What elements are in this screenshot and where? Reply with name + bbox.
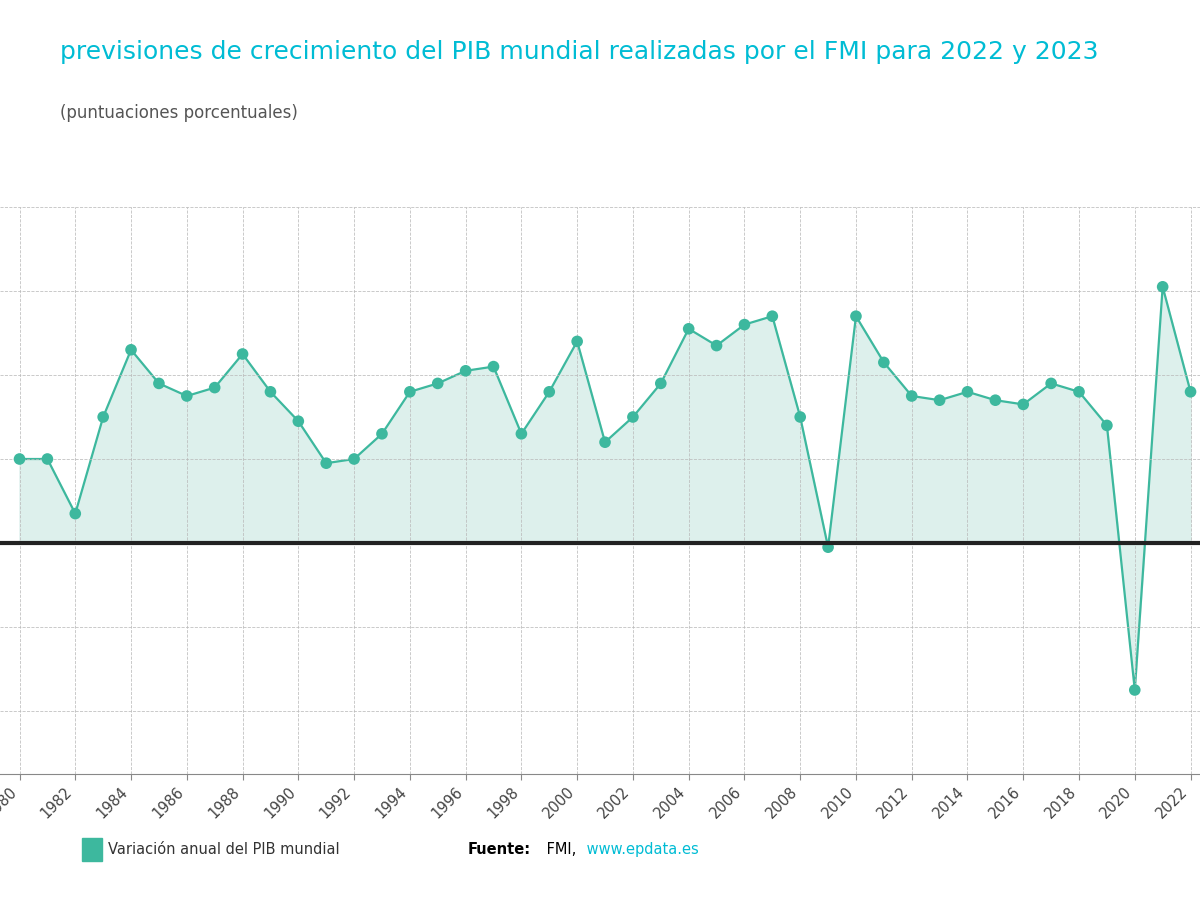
Point	[707, 338, 726, 353]
Text: www.epdata.es: www.epdata.es	[582, 842, 698, 857]
Point	[344, 452, 364, 466]
Point	[66, 507, 85, 521]
Point	[178, 389, 197, 403]
Point	[595, 435, 614, 449]
Point	[958, 384, 977, 399]
Point	[484, 359, 503, 374]
Point	[902, 389, 922, 403]
Text: Fuente:: Fuente:	[468, 842, 532, 857]
Point	[233, 346, 252, 361]
Point	[511, 427, 530, 441]
Point	[10, 452, 29, 466]
Point	[428, 376, 448, 391]
Point	[37, 452, 56, 466]
Point	[1126, 683, 1145, 698]
Point	[846, 309, 865, 323]
Text: FMI,: FMI,	[542, 842, 577, 857]
Point	[791, 410, 810, 424]
Point	[317, 456, 336, 471]
Point	[734, 318, 754, 332]
Point	[818, 540, 838, 554]
Text: Variación anual del PIB mundial: Variación anual del PIB mundial	[108, 842, 340, 857]
Point	[623, 410, 642, 424]
Point	[372, 427, 391, 441]
Point	[1069, 384, 1088, 399]
Point	[652, 376, 671, 391]
Point	[763, 309, 782, 323]
Point	[94, 410, 113, 424]
Point	[1181, 384, 1200, 399]
Point	[205, 381, 224, 395]
Point	[260, 384, 280, 399]
Point	[401, 384, 420, 399]
Point	[985, 393, 1004, 408]
Point	[568, 334, 587, 348]
Point	[930, 393, 949, 408]
Point	[1014, 397, 1033, 411]
Text: previsiones de crecimiento del PIB mundial realizadas por el FMI para 2022 y 202: previsiones de crecimiento del PIB mundi…	[60, 40, 1098, 65]
Point	[456, 364, 475, 378]
Point	[289, 414, 308, 428]
Point	[121, 343, 140, 357]
Point	[679, 321, 698, 336]
Text: (puntuaciones porcentuales): (puntuaciones porcentuales)	[60, 104, 298, 122]
Point	[875, 356, 894, 370]
Point	[1153, 280, 1172, 294]
Point	[1042, 376, 1061, 391]
Point	[1097, 418, 1116, 433]
Point	[540, 384, 559, 399]
Point	[149, 376, 168, 391]
